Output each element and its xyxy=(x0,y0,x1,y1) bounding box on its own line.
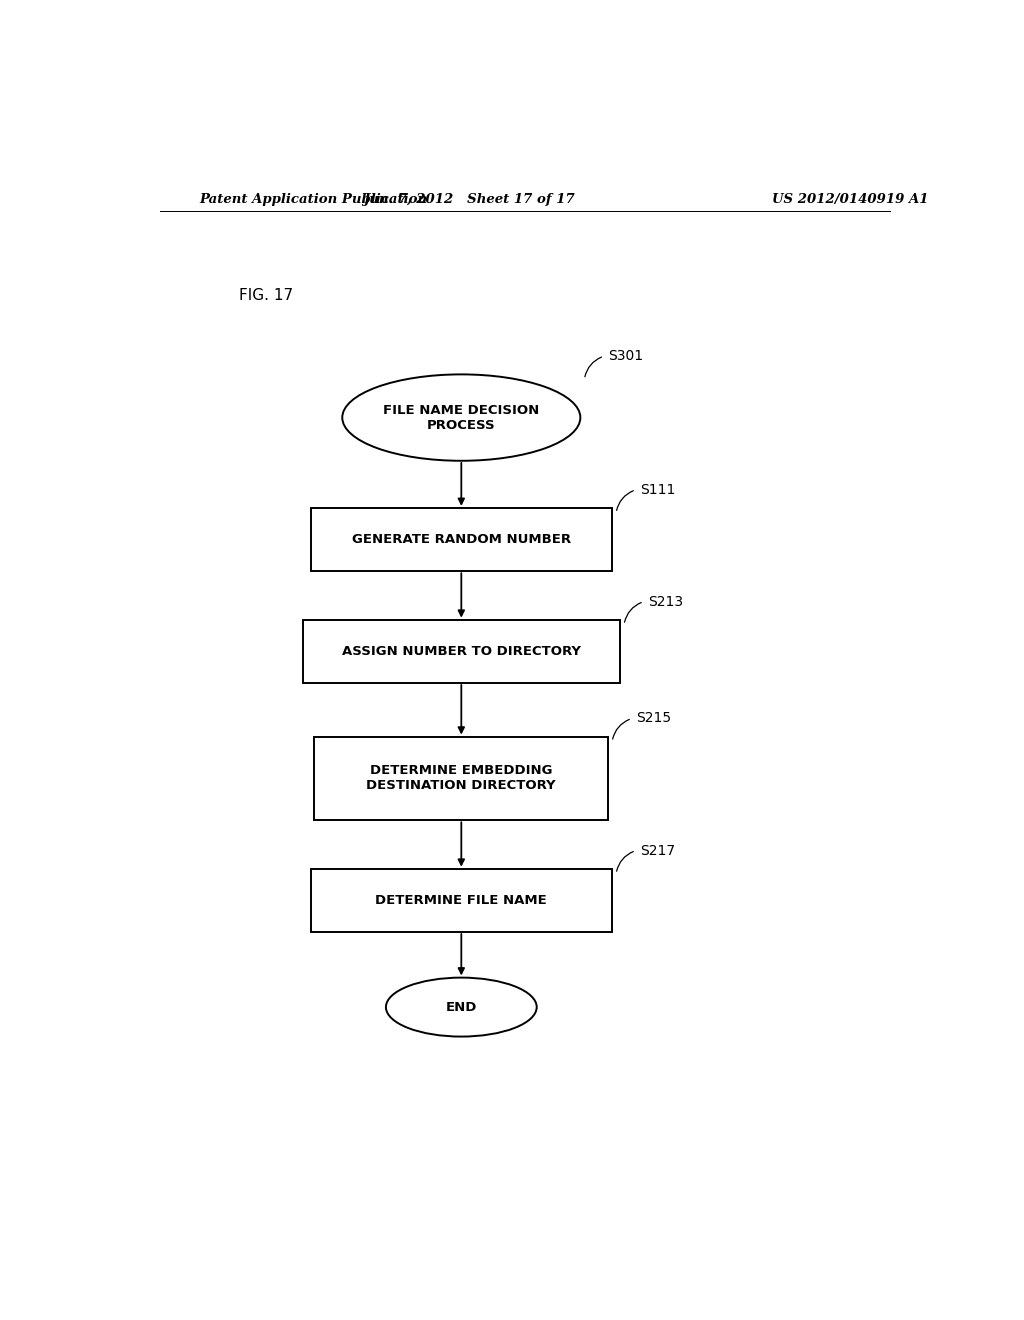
Text: S111: S111 xyxy=(640,483,675,496)
Text: FILE NAME DECISION
PROCESS: FILE NAME DECISION PROCESS xyxy=(383,404,540,432)
Text: S301: S301 xyxy=(608,348,643,363)
Text: FIG. 17: FIG. 17 xyxy=(240,288,293,304)
Text: Patent Application Publication: Patent Application Publication xyxy=(200,193,428,206)
Text: GENERATE RANDOM NUMBER: GENERATE RANDOM NUMBER xyxy=(352,533,570,546)
Text: END: END xyxy=(445,1001,477,1014)
Text: S217: S217 xyxy=(640,843,675,858)
Text: US 2012/0140919 A1: US 2012/0140919 A1 xyxy=(772,193,929,206)
Text: S215: S215 xyxy=(636,711,671,726)
Text: S213: S213 xyxy=(648,594,683,609)
Text: DETERMINE EMBEDDING
DESTINATION DIRECTORY: DETERMINE EMBEDDING DESTINATION DIRECTOR… xyxy=(367,764,556,792)
Text: ASSIGN NUMBER TO DIRECTORY: ASSIGN NUMBER TO DIRECTORY xyxy=(342,645,581,657)
Text: DETERMINE FILE NAME: DETERMINE FILE NAME xyxy=(376,894,547,907)
Text: Jun. 7, 2012   Sheet 17 of 17: Jun. 7, 2012 Sheet 17 of 17 xyxy=(364,193,575,206)
